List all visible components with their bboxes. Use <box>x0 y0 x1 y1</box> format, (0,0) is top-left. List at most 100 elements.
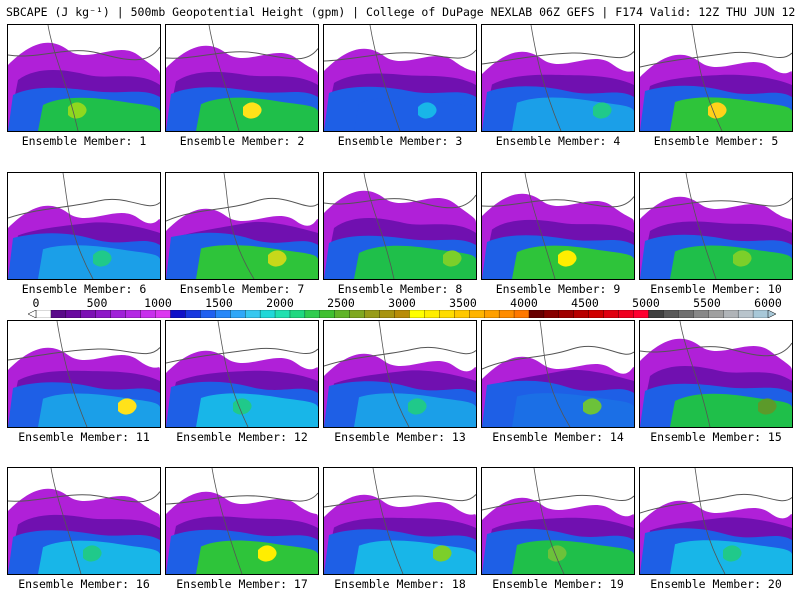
map-boundary-line <box>482 345 634 370</box>
colorbar-tick-label: 3000 <box>388 296 416 310</box>
map-boundary-line <box>50 468 82 574</box>
cape-map <box>482 321 634 427</box>
map-boundary-line <box>324 494 476 508</box>
map-boundary-line <box>482 51 634 65</box>
cape-field-max <box>558 250 577 267</box>
colorbar-cell <box>543 310 560 318</box>
colorbar-tick-label: 3500 <box>449 296 477 310</box>
colorbar-cell <box>185 310 201 318</box>
ensemble-map-panel <box>481 320 635 428</box>
ensemble-map-panel <box>7 172 161 280</box>
colorbar-cell <box>558 310 575 318</box>
colorbar-cell <box>469 310 485 318</box>
colorbar-cell <box>334 310 351 318</box>
map-boundary-line <box>524 173 556 279</box>
ensemble-map-panel <box>165 24 319 132</box>
ensemble-member-label: Ensemble Member: 13 <box>334 430 466 444</box>
map-boundary-line <box>694 468 726 574</box>
map-boundary-line <box>533 468 565 574</box>
map-boundary-line <box>482 196 634 208</box>
cape-field-max <box>708 102 727 119</box>
cape-field-max <box>758 398 777 415</box>
ensemble-member-label: Ensemble Member: 4 <box>495 134 621 148</box>
cape-field-max <box>93 250 112 267</box>
ensemble-member-label: Ensemble Member: 20 <box>650 577 782 591</box>
colorbar-tick-label: 500 <box>86 296 108 310</box>
colorbar-cell <box>140 310 156 318</box>
map-boundary-line <box>324 347 476 367</box>
ensemble-map-panel <box>323 467 477 575</box>
colorbar-cell <box>35 310 52 318</box>
colorbar-cell <box>364 310 381 318</box>
map-boundary-line <box>679 321 711 427</box>
cape-map <box>324 25 476 131</box>
colorbar-tick-label: 5000 <box>632 296 660 310</box>
cape-map <box>8 25 160 131</box>
cape-field-high <box>670 97 792 131</box>
cape-field-high <box>38 97 160 131</box>
colorbar-cell <box>723 310 739 318</box>
ensemble-map-panel <box>639 24 793 132</box>
colorbar-cell <box>633 310 649 318</box>
colorbar-cell <box>244 310 261 318</box>
colorbar-cell <box>289 310 306 318</box>
map-boundary-line <box>8 491 160 503</box>
ensemble-map-panel <box>7 320 161 428</box>
map-boundary-line <box>56 321 88 427</box>
colorbar-tick-label: 5500 <box>693 296 721 310</box>
colorbar-cell <box>215 310 231 318</box>
cape-field-high <box>512 540 634 574</box>
colorbar-cell <box>498 310 515 318</box>
ensemble-member-label: Ensemble Member: 1 <box>21 134 147 148</box>
map-boundary-line <box>539 321 571 427</box>
colorbar-cell <box>409 310 425 318</box>
map-boundary-line <box>8 347 160 361</box>
colorbar-cell <box>50 310 67 318</box>
colorbar-tick-label: 6000 <box>754 296 782 310</box>
colorbar-cell <box>528 310 545 318</box>
cape-map <box>324 173 476 279</box>
cape-map <box>166 468 318 574</box>
colorbar-arrow <box>767 310 776 318</box>
colorbar-cell <box>110 310 127 318</box>
ensemble-map-panel <box>165 172 319 280</box>
colorbar-cell <box>200 310 216 318</box>
colorbar-cell <box>379 310 395 318</box>
colorbar-cell <box>693 310 709 318</box>
cape-field-max <box>733 250 752 267</box>
cape-field-max <box>593 102 612 119</box>
ensemble-map-panel <box>481 467 635 575</box>
ensemble-member-label: Ensemble Member: 10 <box>650 282 782 296</box>
colorbar-cell <box>513 310 530 318</box>
cape-field-max <box>723 545 742 562</box>
map-boundary-line <box>217 321 249 427</box>
cape-map <box>8 468 160 574</box>
colorbar-cell <box>588 310 605 318</box>
map-boundary-line <box>223 173 255 279</box>
ensemble-member-label: Ensemble Member: 15 <box>650 430 782 444</box>
colorbar-arrow <box>28 310 37 318</box>
ensemble-member-label: Ensemble Member: 19 <box>492 577 624 591</box>
colorbar-tick-label: 4000 <box>510 296 538 310</box>
ensemble-map-panel <box>639 467 793 575</box>
ensemble-member-label: Ensemble Member: 16 <box>18 577 150 591</box>
colorbar-cell <box>80 310 97 318</box>
map-boundary-line <box>166 48 318 60</box>
colorbar-tick-label: 1000 <box>144 296 172 310</box>
cape-map <box>166 173 318 279</box>
cape-field-max <box>408 398 427 415</box>
colorbar-cell <box>439 310 455 318</box>
ensemble-map-panel <box>165 320 319 428</box>
colorbar-cell <box>708 310 724 318</box>
ensemble-member-label: Ensemble Member: 9 <box>495 282 621 296</box>
map-boundary-line <box>640 51 792 68</box>
colorbar-cell <box>304 310 321 318</box>
cape-field-max <box>258 545 277 562</box>
cape-field-max <box>443 250 462 267</box>
map-boundary-line <box>363 173 395 279</box>
ensemble-member-label: Ensemble Member: 14 <box>492 430 624 444</box>
cape-field-max <box>118 398 137 415</box>
colorbar-cell <box>65 310 82 318</box>
ensemble-map-panel <box>165 467 319 575</box>
colorbar-cell <box>230 310 246 318</box>
